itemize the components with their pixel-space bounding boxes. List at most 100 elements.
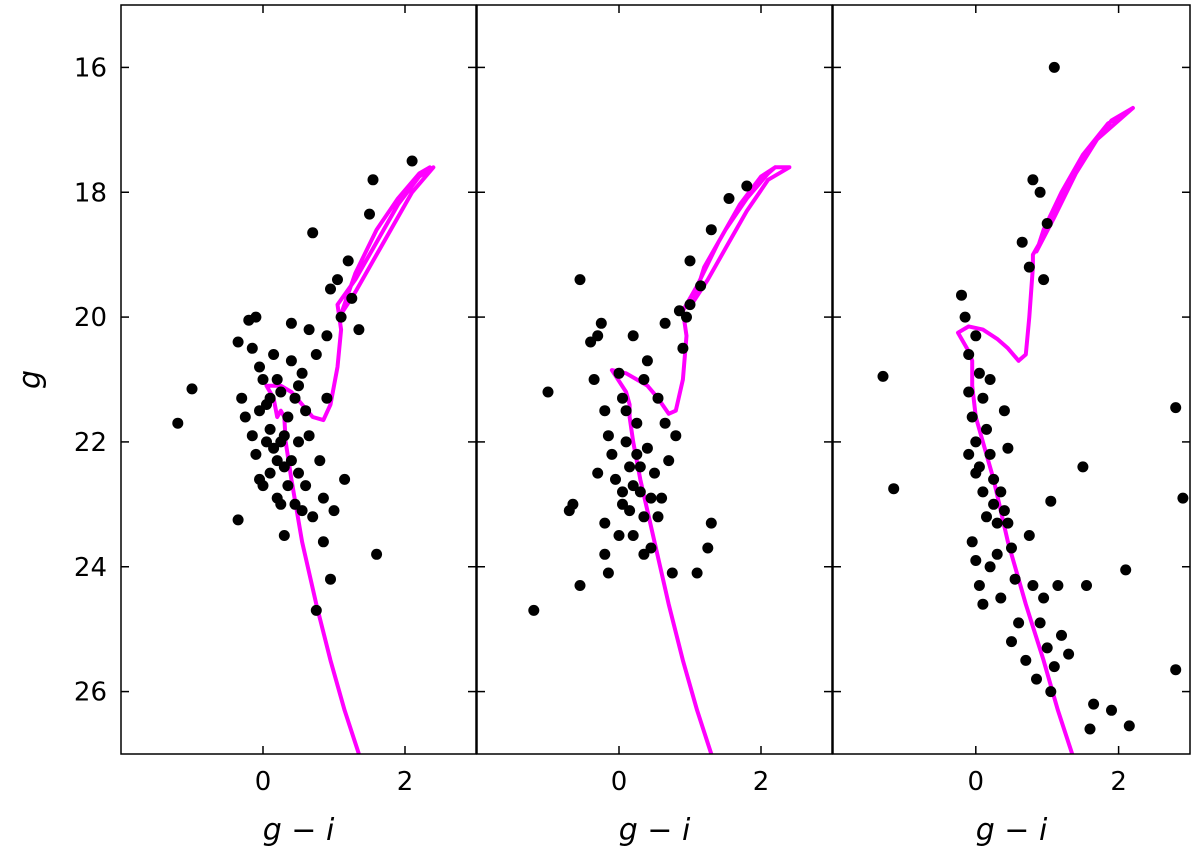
star-point xyxy=(293,436,304,448)
star-point xyxy=(970,555,982,566)
star-point xyxy=(264,423,276,435)
star-point xyxy=(638,548,650,560)
star-point xyxy=(307,511,319,523)
star-point xyxy=(1009,573,1021,585)
star-point xyxy=(1048,661,1060,673)
panel-1: 16 18 20 22 24 26 0 2 g − i g xyxy=(13,4,477,848)
star-point xyxy=(254,405,265,417)
star-point xyxy=(627,330,639,342)
star-point xyxy=(264,467,276,479)
star-point xyxy=(620,405,632,417)
star-point xyxy=(659,317,671,329)
star-point xyxy=(1063,648,1075,660)
star-point xyxy=(1006,542,1017,554)
y-tick-label: 18 xyxy=(74,178,107,208)
star-point xyxy=(1088,698,1100,710)
star-point xyxy=(1048,61,1060,73)
star-point xyxy=(289,392,301,404)
star-point xyxy=(1013,617,1025,629)
star-point xyxy=(1041,218,1053,229)
star-point xyxy=(684,299,696,311)
star-point xyxy=(542,386,554,398)
star-point xyxy=(1031,673,1042,685)
star-point xyxy=(592,467,604,479)
star-point xyxy=(300,405,312,417)
star-point xyxy=(1027,580,1039,591)
star-point xyxy=(645,492,657,504)
star-point xyxy=(634,486,646,498)
star-point xyxy=(877,370,889,382)
star-point xyxy=(293,380,304,392)
star-point xyxy=(574,580,586,591)
isochrone-line xyxy=(956,106,1135,754)
star-point xyxy=(666,567,678,579)
panel-2-data xyxy=(528,165,792,754)
star-point xyxy=(602,567,614,579)
x-axis-label: g − i xyxy=(619,813,691,848)
star-point xyxy=(1084,723,1096,735)
star-point xyxy=(691,567,703,579)
star-point xyxy=(977,598,989,610)
y-tick-label: 16 xyxy=(74,53,107,83)
star-point xyxy=(617,392,628,404)
star-point xyxy=(705,517,717,529)
star-point xyxy=(317,492,329,504)
star-point xyxy=(988,473,1000,485)
star-point xyxy=(246,342,258,354)
x-tick-label: 2 xyxy=(1110,767,1127,797)
star-point xyxy=(634,461,646,473)
star-point xyxy=(567,498,579,510)
star-point xyxy=(314,455,326,467)
star-point xyxy=(670,430,682,442)
star-point xyxy=(705,224,717,236)
star-point xyxy=(645,542,657,554)
star-point xyxy=(250,448,262,460)
star-point xyxy=(528,604,540,616)
star-point xyxy=(268,442,280,454)
star-point xyxy=(371,548,383,560)
star-point xyxy=(325,573,336,585)
star-point xyxy=(695,280,707,292)
star-point xyxy=(585,336,597,348)
star-point xyxy=(325,283,336,295)
star-point xyxy=(981,423,992,435)
y-tick-label: 20 xyxy=(74,303,107,333)
y-tick-label: 22 xyxy=(74,428,107,458)
star-point xyxy=(278,461,290,473)
star-point xyxy=(257,480,269,492)
star-point xyxy=(285,355,297,367)
star-point xyxy=(239,411,251,423)
star-point xyxy=(659,417,671,429)
star-point xyxy=(652,392,664,404)
star-point xyxy=(1177,492,1189,504)
star-point xyxy=(317,536,329,548)
star-point xyxy=(1045,686,1057,698)
star-point xyxy=(963,349,975,360)
star-point xyxy=(970,467,982,479)
star-point xyxy=(966,411,978,423)
star-point xyxy=(303,324,315,336)
star-point xyxy=(275,386,287,398)
star-point xyxy=(293,467,304,479)
star-point xyxy=(624,505,636,517)
star-point xyxy=(627,480,639,492)
star-point xyxy=(631,417,643,429)
star-point xyxy=(617,498,628,510)
star-point xyxy=(406,155,418,167)
star-point xyxy=(1034,186,1046,198)
star-point xyxy=(1041,642,1053,654)
star-point xyxy=(285,317,297,329)
star-point xyxy=(723,193,735,204)
panel-1-frame xyxy=(120,4,477,755)
star-point xyxy=(172,417,184,429)
star-point xyxy=(624,461,636,473)
star-point xyxy=(278,430,290,442)
star-point xyxy=(984,448,996,460)
star-point xyxy=(1170,664,1182,676)
panel-3-frame xyxy=(832,4,1191,755)
star-point xyxy=(970,330,982,342)
star-point xyxy=(606,448,618,460)
star-point xyxy=(232,514,244,526)
star-point xyxy=(285,455,297,467)
star-point xyxy=(1123,720,1135,732)
